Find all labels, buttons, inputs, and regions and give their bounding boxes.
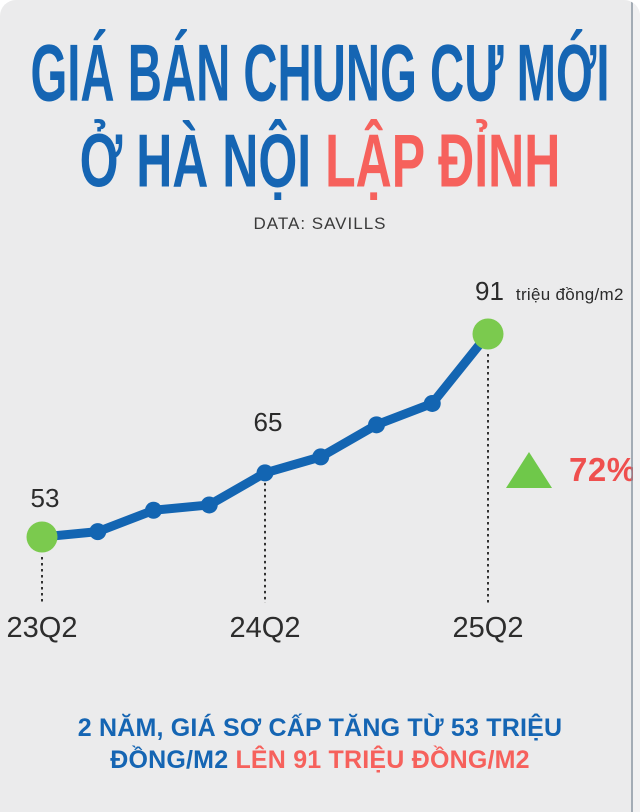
growth-percent-value: 72%	[569, 451, 637, 488]
endpoint-marker	[26, 521, 58, 553]
screen-edge-strip	[633, 0, 640, 812]
price-line-chart	[0, 260, 640, 640]
page-title-line2: Ở HÀ NỘI LẬP ĐỈNH	[0, 104, 640, 218]
caption-blue-line2: ĐỒNG/M2	[110, 746, 229, 774]
data-point-marker	[89, 523, 107, 541]
price-line	[37, 329, 493, 542]
screen-edge-line	[631, 0, 633, 812]
title-text-blue: GIÁ BÁN CHUNG CƯ MỚI	[30, 29, 610, 119]
title-text-red: LẬP ĐỈNH	[325, 119, 561, 203]
page-title-line1: GIÁ BÁN CHUNG CƯ MỚI	[29, 15, 611, 133]
data-point-marker	[200, 496, 218, 514]
data-point-marker	[423, 394, 441, 412]
growth-badge: 72%	[506, 451, 637, 489]
up-triangle-icon	[506, 452, 552, 488]
data-point-marker	[368, 416, 385, 434]
endpoint-marker	[472, 318, 504, 350]
data-source-label: DATA: SAVILLS	[253, 214, 387, 233]
summary-caption: 2 NĂM, GIÁ SƠ CẤP TĂNG TỪ 53 TRIỆU ĐỒNG/…	[0, 712, 640, 776]
caption-blue-line1: 2 NĂM, GIÁ SƠ CẤP TĂNG TỪ 53 TRIỆU	[77, 714, 563, 742]
data-point-marker	[312, 448, 330, 466]
title-text-blue-2: Ở HÀ NỘI	[79, 119, 312, 203]
data-point-marker	[145, 501, 162, 519]
caption-red-line2: LÊN 91 TRIỆU ĐỒNG/M2	[235, 746, 530, 774]
chart-canvas	[26, 318, 504, 603]
data-point-marker	[256, 464, 274, 482]
title-space	[311, 119, 325, 203]
